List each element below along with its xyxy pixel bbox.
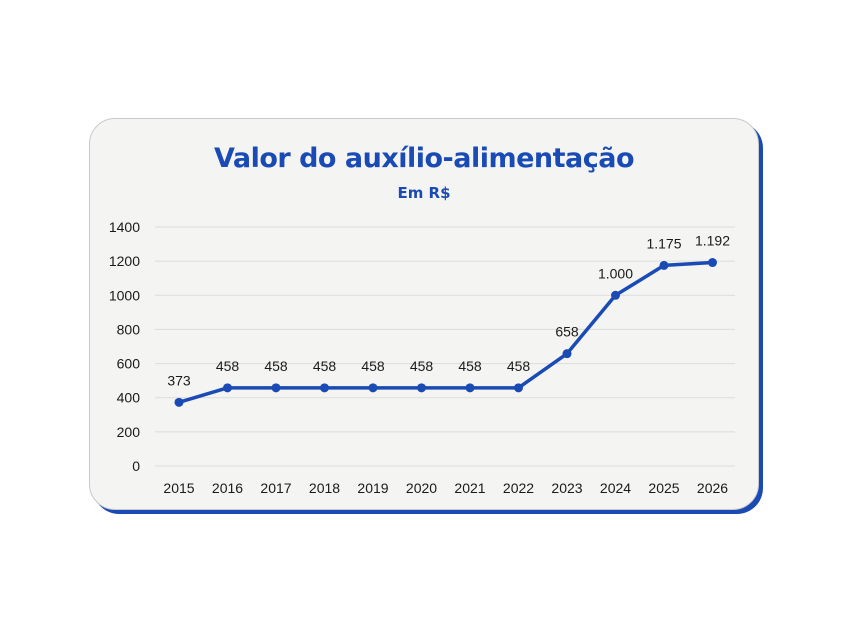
- data-point: [562, 349, 572, 359]
- data-point: [514, 383, 523, 393]
- data-label: 458: [458, 358, 482, 374]
- y-tick-label: 1400: [109, 219, 140, 235]
- data-point: [611, 290, 620, 300]
- data-point: [708, 258, 717, 268]
- data-point: [320, 383, 329, 393]
- y-tick-label: 0: [132, 458, 140, 474]
- data-labels: 373 458 458 458 458 458 458 458 658 1.000 1.175 1.1…: [167, 233, 730, 389]
- chart-card: [89, 118, 759, 510]
- data-point: [368, 383, 378, 393]
- x-tick-label: 2024: [600, 480, 631, 496]
- y-axis-ticks: 0 200 400 600 800 1000 1200 1400: [109, 219, 140, 474]
- y-tick-label: 800: [117, 321, 141, 337]
- y-tick-label: 200: [117, 424, 141, 440]
- x-tick-label: 2015: [163, 480, 194, 496]
- chart-title: Valor do auxílio-alimentação: [213, 143, 635, 174]
- x-tick-label: 2017: [260, 480, 291, 496]
- data-point: [465, 383, 475, 393]
- data-label: 458: [507, 358, 531, 374]
- data-label: 1.192: [695, 233, 730, 249]
- x-axis-ticks: 2015 2016 2017 2018 2019 2020 2021 2022 2023 2024…: [163, 480, 728, 496]
- data-point: [271, 383, 281, 393]
- data-label: 1.000: [598, 265, 633, 281]
- x-tick-label: 2023: [551, 480, 582, 496]
- data-point: [659, 260, 669, 270]
- data-label: 373: [167, 372, 191, 388]
- x-tick-label: 2016: [212, 480, 243, 496]
- data-label: 1.175: [646, 235, 681, 251]
- x-tick-label: 2026: [697, 480, 728, 496]
- data-label: 458: [313, 358, 337, 374]
- x-tick-label: 2019: [357, 480, 388, 496]
- series-polyline: [177, 260, 715, 405]
- x-tick-label: 2021: [454, 480, 485, 496]
- y-tick-label: 1200: [109, 253, 140, 269]
- data-label: 658: [555, 324, 579, 340]
- x-tick-label: 2025: [648, 480, 679, 496]
- data-label: 458: [264, 358, 288, 374]
- x-tick-label: 2018: [309, 480, 340, 496]
- data-label: 458: [361, 358, 385, 374]
- x-tick-label: 2020: [406, 480, 437, 496]
- gridlines: [155, 226, 735, 467]
- data-point: [417, 383, 426, 393]
- chart-subtitle: Em R$: [397, 184, 451, 202]
- data-label: 458: [410, 358, 434, 374]
- data-point: [174, 397, 184, 407]
- data-point: [223, 383, 232, 393]
- y-tick-label: 600: [117, 356, 141, 372]
- y-tick-label: 1000: [109, 287, 140, 303]
- y-tick-label: 400: [117, 390, 141, 406]
- series-line: [174, 258, 717, 407]
- data-label: 458: [216, 358, 240, 374]
- x-tick-label: 2022: [503, 480, 534, 496]
